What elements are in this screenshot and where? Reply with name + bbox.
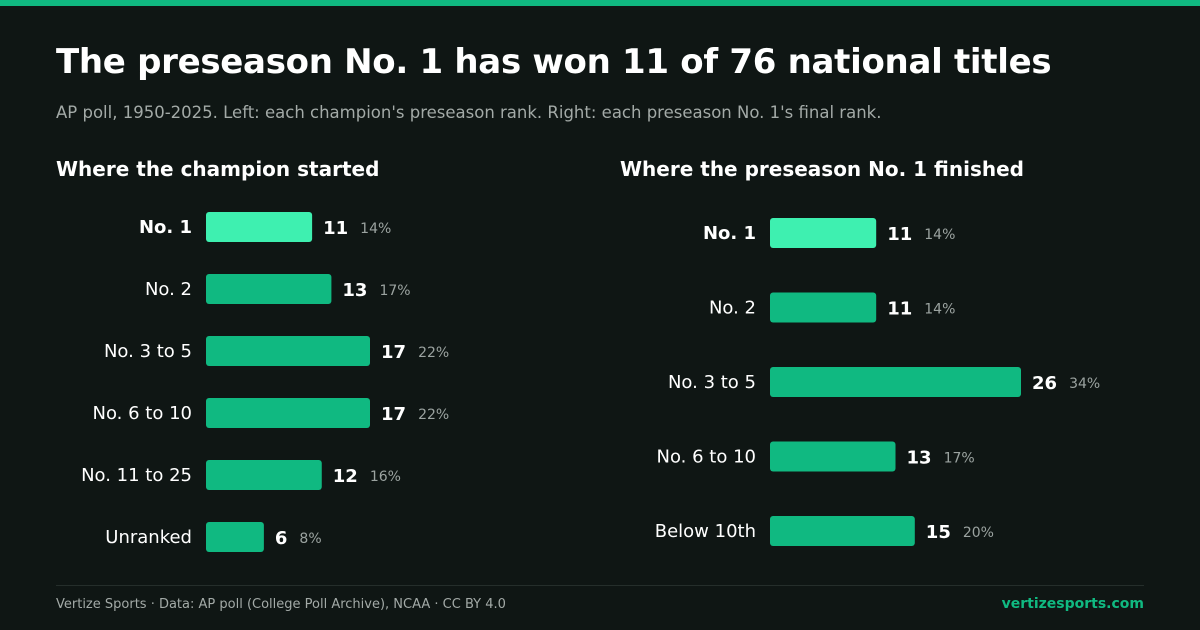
left-value-label-no-6-to-10: 17 [381,404,406,425]
right-bar-no-1 [770,218,877,248]
right-value-label-no-2: 11 [887,299,912,320]
left-category-label-no-2: No. 2 [145,279,192,300]
left-chart-title: Where the champion started [56,157,380,181]
left-value-label-no-3-to-5: 17 [381,342,406,363]
footer-credit: Vertize Sports · Data: AP poll (College … [56,597,506,612]
right-value-label-no-6-to-10: 13 [907,448,932,469]
right-category-label-no-3-to-5: No. 3 to 5 [668,372,756,393]
right-value-label-no-1: 11 [887,224,912,245]
left-bar-unranked [206,522,264,552]
page-title: The preseason No. 1 has won 11 of 76 nat… [56,42,1052,82]
left-value-label-no-11-to-25: 12 [333,466,358,487]
left-category-label-unranked: Unranked [105,527,192,548]
footer-divider [56,585,1144,586]
right-percent-label-no-3-to-5: 34% [1069,376,1100,392]
left-bar-no-3-to-5 [206,336,370,366]
page-subtitle: AP poll, 1950-2025. Left: each champion'… [56,103,882,122]
champion-start-chart: No. 1 11 14% No. 2 13 17% No. 3 to 5 17 22% No. 6… [81,212,449,552]
right-category-label-below-10th: Below 10th [655,521,756,542]
footer-site-link[interactable]: vertizesports.com [1001,596,1144,612]
right-category-label-no-2: No. 2 [709,298,756,319]
right-value-label-below-10th: 15 [926,522,951,543]
left-percent-label-no-6-to-10: 22% [418,407,449,423]
right-value-label-no-3-to-5: 26 [1032,373,1057,394]
left-category-label-no-11-to-25: No. 11 to 25 [81,465,192,486]
right-percent-label-no-1: 14% [924,227,955,243]
left-bar-no-6-to-10 [206,398,370,428]
right-percent-label-no-6-to-10: 17% [944,451,975,467]
right-bar-no-6-to-10 [770,441,896,472]
left-category-label-no-3-to-5: No. 3 to 5 [104,341,192,362]
left-bar-no-1 [206,212,313,242]
right-bar-below-10th [770,516,915,546]
left-percent-label-no-3-to-5: 22% [418,345,449,361]
left-percent-label-no-2: 17% [379,283,410,299]
left-percent-label-unranked: 8% [299,531,321,547]
right-bar-no-3-to-5 [770,367,1021,397]
right-percent-label-below-10th: 20% [963,525,994,541]
left-percent-label-no-1: 14% [360,221,391,237]
right-category-label-no-6-to-10: No. 6 to 10 [657,447,756,468]
left-bar-no-2 [206,274,332,304]
right-chart-title: Where the preseason No. 1 finished [620,157,1024,181]
left-category-label-no-1: No. 1 [139,217,192,238]
top-accent-bar [0,0,1200,6]
right-category-label-no-1: No. 1 [703,223,756,244]
left-value-label-no-2: 13 [342,280,367,301]
left-category-label-no-6-to-10: No. 6 to 10 [93,403,192,424]
left-value-label-no-1: 11 [323,218,348,239]
right-bar-no-2 [770,292,877,323]
right-percent-label-no-2: 14% [924,302,955,318]
left-percent-label-no-11-to-25: 16% [370,469,401,485]
left-bar-no-11-to-25 [206,460,322,490]
left-value-label-unranked: 6 [275,528,288,549]
